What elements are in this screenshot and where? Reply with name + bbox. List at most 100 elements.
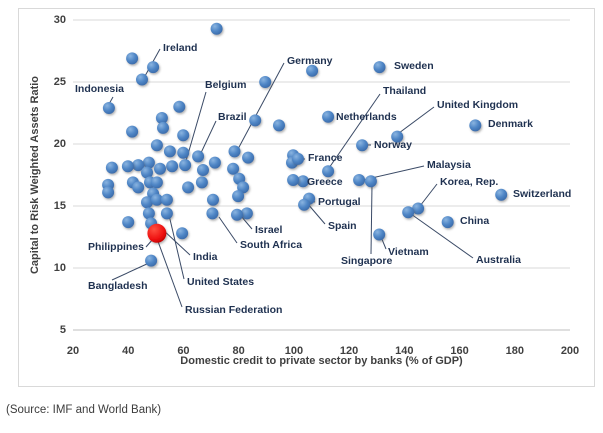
country-label-ireland: Ireland — [163, 42, 197, 54]
country-label-denmark: Denmark — [488, 118, 533, 130]
data-point — [210, 22, 223, 35]
x-axis-title: Domestic credit to private sector by ban… — [180, 355, 463, 367]
leader-line-belgium — [185, 91, 207, 162]
x-tick-label: 40 — [122, 345, 134, 357]
data-point — [132, 159, 145, 172]
data-point — [102, 186, 115, 199]
data-point-australia — [402, 206, 415, 219]
data-point-germany — [228, 145, 241, 158]
y-tick-label: 25 — [54, 76, 66, 88]
data-point — [157, 121, 169, 134]
data-point — [227, 162, 240, 175]
data-point-france — [292, 152, 304, 165]
x-tick-label: 200 — [561, 345, 579, 357]
data-point — [237, 181, 250, 194]
data-point-china — [441, 216, 454, 229]
y-tick-label: 10 — [54, 262, 66, 274]
country-label-vietnam: Vietnam — [388, 246, 429, 258]
data-point — [297, 175, 309, 188]
data-point-denmark — [469, 119, 482, 132]
data-point-indonesia — [102, 102, 115, 114]
y-tick-label: 15 — [54, 200, 66, 212]
data-point-netherlands — [322, 110, 335, 123]
data-point — [154, 162, 166, 175]
country-label-brazil: Brazil — [218, 111, 247, 123]
country-label-norway: Norway — [374, 139, 412, 151]
country-label-united-kingdom: United Kingdom — [437, 99, 518, 111]
data-point — [177, 146, 190, 159]
data-point — [150, 139, 163, 152]
country-label-sweden: Sweden — [394, 60, 434, 72]
leader-line-singapore — [370, 184, 373, 255]
data-point — [126, 125, 139, 138]
data-point — [122, 216, 135, 229]
country-label-united-states: United States — [187, 276, 254, 288]
data-point-thailand — [322, 165, 335, 178]
leader-line-united-kingdom — [398, 106, 435, 134]
data-point-united-states — [160, 207, 173, 220]
data-point-malaysia — [353, 174, 366, 186]
data-point-belgium — [179, 159, 192, 172]
country-label-thailand: Thailand — [383, 85, 426, 97]
country-label-netherlands: Netherlands — [336, 111, 397, 123]
leader-line-israel — [240, 215, 253, 230]
country-label-south-africa: South Africa — [240, 239, 302, 251]
x-tick-label: 160 — [450, 345, 468, 357]
x-tick-label: 20 — [67, 345, 79, 357]
country-label-france: France — [308, 152, 343, 164]
data-point-korea-rep- — [412, 202, 425, 215]
data-point-highlight-philippines — [147, 223, 167, 243]
leader-line-thailand — [328, 93, 381, 169]
data-point-spain — [298, 198, 311, 211]
y-axis-title: Capital to Risk Weighted Assets Ratio — [29, 76, 41, 274]
x-tick-label: 120 — [340, 345, 358, 357]
data-point-united-kingdom — [391, 130, 404, 143]
country-label-india: India — [193, 251, 218, 263]
data-point — [173, 100, 186, 113]
country-label-germany: Germany — [287, 55, 333, 67]
x-tick-label: 100 — [285, 345, 303, 357]
data-point — [195, 176, 208, 189]
leader-line-south-africa — [218, 216, 238, 244]
country-label-russian-federation: Russian Federation — [185, 304, 282, 316]
data-point-switzerland — [495, 188, 508, 201]
x-tick-label: 140 — [395, 345, 413, 357]
country-label-spain: Spain — [328, 220, 357, 232]
leader-line-spain — [306, 202, 326, 225]
leader-line-australia — [410, 213, 474, 259]
data-point — [259, 76, 272, 88]
country-label-indonesia: Indonesia — [75, 83, 124, 95]
data-point-ireland — [136, 73, 148, 86]
data-point-bangladesh — [145, 254, 158, 267]
data-point-singapore — [364, 175, 377, 188]
data-point-india — [142, 207, 155, 220]
leader-line-united-states — [168, 214, 185, 280]
country-label-singapore: Singapore — [341, 255, 393, 267]
data-point — [240, 207, 253, 220]
country-label-portugal: Portugal — [318, 196, 361, 208]
data-point — [166, 160, 179, 173]
data-point — [132, 181, 145, 194]
data-point — [232, 190, 245, 203]
data-point — [176, 227, 189, 240]
data-point-greece — [287, 174, 300, 186]
x-tick-label: 80 — [233, 345, 245, 357]
country-label-philippines: Philippines — [88, 241, 144, 253]
data-point — [147, 61, 160, 74]
data-point — [150, 176, 163, 189]
data-point — [208, 156, 221, 169]
data-point — [249, 114, 262, 127]
data-point-south-africa — [206, 207, 219, 220]
leader-line-korea-rep- — [419, 183, 438, 207]
data-point — [121, 160, 134, 173]
country-label-china: China — [460, 215, 489, 227]
country-label-korea-rep-: Korea, Rep. — [440, 176, 498, 188]
y-tick-label: 20 — [54, 138, 66, 150]
data-point — [150, 193, 163, 206]
data-point — [163, 145, 176, 158]
data-point-brazil — [192, 150, 205, 163]
leader-line-bangladesh — [111, 262, 150, 281]
data-point — [141, 166, 153, 179]
